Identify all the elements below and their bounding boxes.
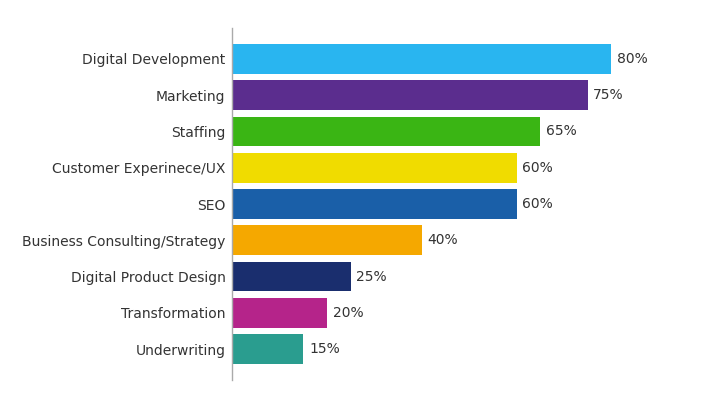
Bar [232,44,611,74]
Text: 60%: 60% [522,197,553,211]
Bar [232,334,303,364]
Bar [232,80,587,110]
Text: 40%: 40% [428,233,458,247]
Text: 80%: 80% [617,52,648,66]
Text: 60%: 60% [522,161,553,175]
Bar [232,298,327,328]
Bar [232,153,517,182]
Text: 65%: 65% [546,124,576,138]
Text: 20%: 20% [333,306,364,320]
Bar [232,189,517,219]
Bar [232,262,351,292]
Bar [232,226,422,255]
Bar [232,116,540,146]
Text: 15%: 15% [309,342,340,356]
Text: 75%: 75% [593,88,624,102]
Text: 25%: 25% [356,270,387,284]
